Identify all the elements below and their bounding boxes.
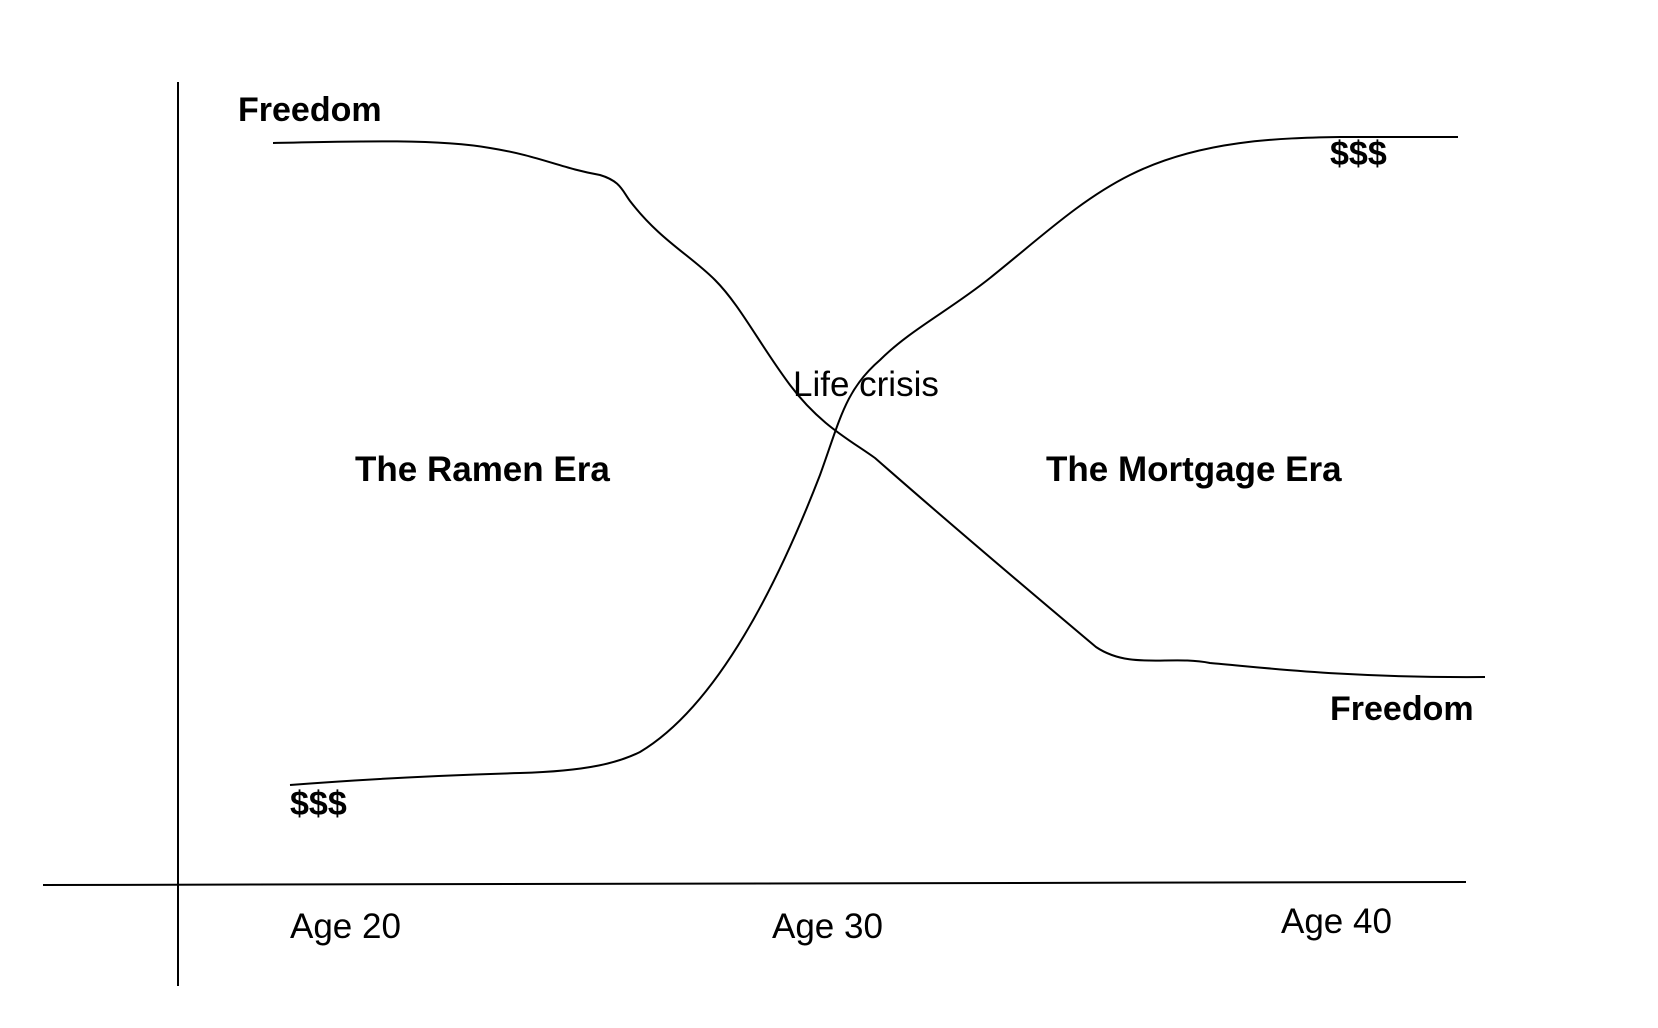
freedom-end-label: Freedom: [1330, 690, 1474, 728]
x-axis: [42, 881, 1467, 886]
money-start-label: $$$: [290, 785, 347, 823]
x-tick-label: Age 20: [290, 907, 401, 946]
money-curve: [289, 136, 1458, 786]
mortgage-era-label: The Mortgage Era: [1046, 450, 1342, 489]
x-tick-label: Age 40: [1281, 902, 1392, 941]
money-end-label: $$$: [1330, 135, 1387, 173]
life-crisis-label: Life crisis: [793, 365, 939, 404]
ramen-era-label: The Ramen Era: [355, 450, 610, 489]
freedom-start-label: Freedom: [238, 91, 382, 129]
x-tick-label: Age 30: [772, 907, 883, 946]
freedom-curve: [272, 140, 1486, 679]
